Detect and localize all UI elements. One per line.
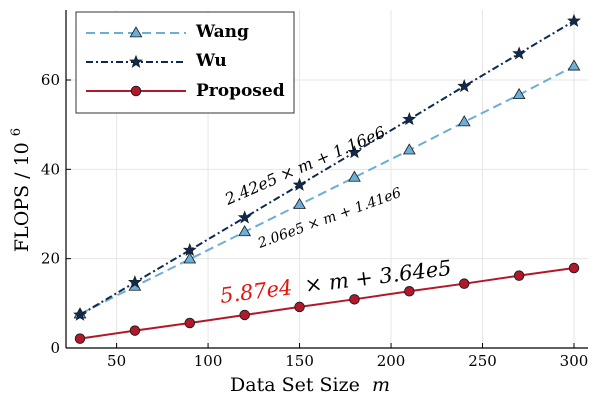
data-point-proposed [458,278,470,289]
y-tick-label: 40 [41,160,60,178]
x-tick-label: 200 [377,352,406,370]
data-point-wu [347,145,362,159]
series-line-proposed [79,267,575,340]
data-point-proposed [74,333,86,344]
data-point-wu [457,78,472,93]
x-tick-label: 250 [468,352,497,370]
y-axis-title-base: FLOPS / 10 [11,142,33,252]
data-point-wu [73,307,87,321]
y-tick-label: 0 [50,339,60,357]
axes: 50 100 150 200 250 300 0 20 40 60 [41,10,588,370]
data-point-wang [457,115,471,127]
legend: Wang Wu Proposed [75,11,295,114]
data-point-proposed [294,301,305,313]
data-point-wu [237,210,252,224]
y-tick-label: 20 [41,250,60,268]
x-tick-label: 300 [560,352,589,370]
data-point-proposed [349,294,360,305]
x-axis-title: Data Set Size m [230,374,390,396]
data-point-wang [348,170,361,182]
data-point-wu [182,242,197,257]
legend-marker-wu [129,54,143,68]
data-point-wang [238,225,252,237]
y-axis-title: FLOPS / 10 6 [9,128,33,252]
legend-label-wu: Wu [195,51,227,71]
data-point-proposed [513,270,525,281]
x-tick-label: 100 [194,352,223,370]
series-line-wu [79,20,575,316]
legend-swatches [86,26,186,97]
data-point-wu [567,13,581,27]
data-point-proposed [184,317,196,329]
y-axis-title-exponent: 6 [9,128,24,136]
data-point-proposed [239,309,250,321]
data-point-wu [512,46,527,60]
data-point-wang [402,143,416,155]
series [73,13,581,344]
data-point-proposed [404,286,415,297]
data-point-wu [127,275,142,289]
data-point-wang [293,197,306,209]
data-point-wang [567,59,581,71]
data-point-proposed [129,325,141,336]
series-line-wang [79,65,575,315]
legend-marker-wang [129,26,143,38]
data-point-wu [402,112,417,126]
y-tick-label: 60 [41,71,60,89]
x-tick-label: 50 [107,352,126,370]
legend-label-proposed: Proposed [196,81,285,101]
x-axis-title-variable: m [372,374,390,396]
data-point-wu [292,177,307,191]
legend-marker-proposed [130,85,142,97]
data-point-proposed [568,262,580,274]
legend-label-wang: Wang [195,22,249,42]
data-point-wang [512,87,526,100]
data-point-wang [183,252,197,264]
x-tick-label: 150 [285,352,314,370]
x-axis-title-prefix: Data Set Size [230,374,360,396]
